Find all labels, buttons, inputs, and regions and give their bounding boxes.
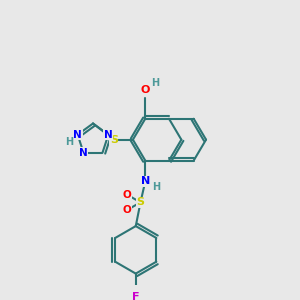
Text: H: H — [152, 182, 160, 192]
Text: H: H — [65, 137, 73, 147]
Text: O: O — [123, 205, 132, 215]
Text: N: N — [79, 148, 88, 158]
Text: N: N — [73, 130, 82, 140]
Text: O: O — [141, 85, 150, 95]
Text: N: N — [141, 176, 150, 186]
Text: F: F — [132, 292, 140, 300]
Text: S: S — [110, 135, 118, 145]
Text: O: O — [123, 190, 132, 200]
Text: H: H — [151, 78, 159, 88]
Text: S: S — [136, 197, 145, 207]
Text: N: N — [104, 130, 113, 140]
